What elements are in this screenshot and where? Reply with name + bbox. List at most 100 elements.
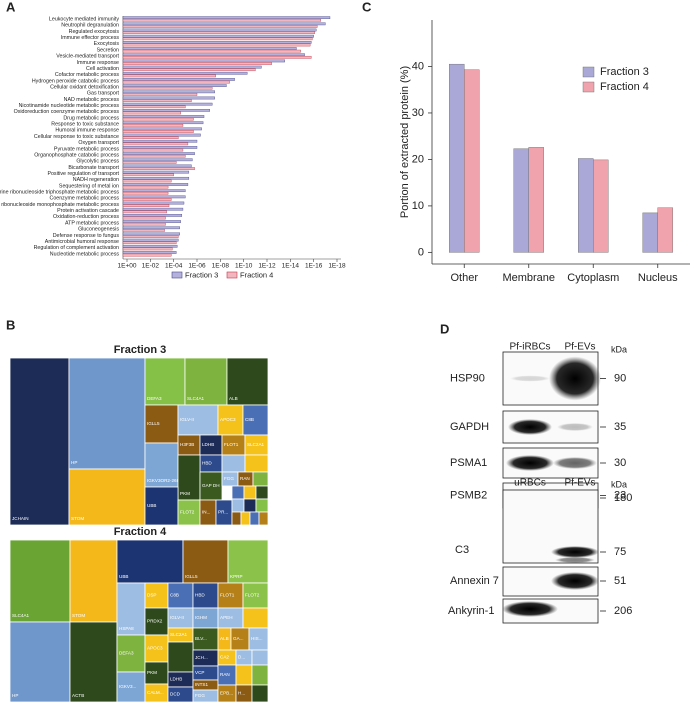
tile-label: GA... <box>233 636 243 641</box>
bar <box>122 229 165 232</box>
panel-label: D <box>440 321 449 336</box>
category-label: Secretion <box>97 47 119 53</box>
marker-label: 23 <box>614 489 626 501</box>
tile-label: FLOT2 <box>180 510 195 515</box>
blot-band <box>549 356 601 401</box>
tile-label: IGKV3... <box>119 684 136 689</box>
treemap-tile <box>231 485 245 500</box>
treemap-tile <box>69 539 118 623</box>
bar <box>122 31 315 34</box>
bar <box>122 201 185 205</box>
bar <box>122 195 186 199</box>
category-label: Hydrogen peroxide catabolic process <box>32 78 120 84</box>
tile-label: HP <box>12 693 18 698</box>
category-label: Pyruvate metabolic process <box>54 146 119 152</box>
tile-label: DSP <box>147 593 156 598</box>
category-label: Exocytosis <box>94 41 120 47</box>
treemap-tile <box>249 511 260 526</box>
panel-label: B <box>6 317 15 332</box>
bar <box>122 253 172 257</box>
category-label: Sequestering of metal ion <box>59 183 119 189</box>
bar <box>122 152 195 155</box>
bar <box>122 179 172 183</box>
bar <box>122 232 180 236</box>
category-label: Positive regulation of transport <box>47 171 119 177</box>
bar <box>122 127 202 131</box>
tile-label: C8B <box>170 593 179 598</box>
category-label: Cell activation <box>86 66 119 72</box>
category-label: Drug metabolic process <box>63 115 119 121</box>
category-label: Coenzyme metabolic process <box>50 196 120 202</box>
bar <box>122 170 190 174</box>
category-label: Bicarbonate transport <box>68 165 119 171</box>
tile-label: IGLL5 <box>185 574 198 579</box>
row-label: GAPDH <box>450 421 489 433</box>
treemap-tile <box>69 621 118 703</box>
bar <box>122 62 272 65</box>
row-label: Ankyrin-1 <box>448 605 494 617</box>
category-label: Defense response to fungus <box>53 233 120 239</box>
bar <box>122 115 205 118</box>
treemap-tile <box>217 582 244 609</box>
bar <box>122 74 216 78</box>
category-label: Oxygen transport <box>78 140 119 146</box>
x-tick-label: 1E-04 <box>165 263 183 270</box>
tile-label: SLC4A1 <box>12 613 30 618</box>
bar <box>122 214 183 217</box>
row-label: PSMA1 <box>450 457 487 469</box>
category-label: Vesicle-mediated transport <box>56 54 119 60</box>
tile-label: PKM <box>180 491 190 496</box>
x-tick-label: Membrane <box>502 272 555 284</box>
tile-label: HBD <box>195 593 205 598</box>
bar <box>122 99 192 102</box>
tile-label: STOM <box>72 613 85 618</box>
tile-label: SLC2A1 <box>170 632 188 637</box>
bar <box>122 207 184 211</box>
bar <box>122 123 184 127</box>
y-tick-label: 20 <box>412 153 424 165</box>
treemap-tile <box>231 498 245 513</box>
category-label: Gas transport <box>87 91 120 97</box>
x-tick-label: Nucleus <box>638 272 678 284</box>
bar <box>122 220 181 223</box>
blot-band <box>551 572 599 590</box>
treemap-title: Fraction 3 <box>114 344 167 356</box>
x-tick-label: 1E-02 <box>142 263 160 270</box>
bar <box>122 59 285 63</box>
treemap-tile <box>251 649 269 666</box>
lane-label: Pf-iRBCs <box>509 342 550 353</box>
bar <box>122 222 166 226</box>
bar <box>122 139 198 143</box>
bar <box>122 121 204 125</box>
tile-label: HBD <box>202 461 212 466</box>
category-label: Gluconeogenesis <box>78 227 119 233</box>
tile-label: C8B <box>245 417 254 422</box>
bar <box>122 216 166 220</box>
bar <box>122 18 321 22</box>
bar <box>122 176 190 180</box>
bar <box>122 142 189 146</box>
tile-label: FGG <box>224 476 234 481</box>
tile-label: UBB <box>119 574 128 579</box>
category-label: Response to toxic substance <box>51 122 119 128</box>
treemap-tile <box>235 664 253 686</box>
tile-label: D... <box>238 655 245 660</box>
treemap-tile <box>177 404 219 436</box>
tile-label: BLV... <box>195 636 207 641</box>
bar <box>122 191 169 195</box>
category-label: Organophosphate catabolic process <box>34 152 119 158</box>
category-label: Purine ribonucleoside monophosphate meta… <box>0 202 119 208</box>
bar <box>122 22 326 26</box>
bar <box>122 111 181 115</box>
bar <box>122 183 189 186</box>
lane-label: Pf-EVs <box>564 342 595 353</box>
bar <box>449 63 465 253</box>
treemap-tile <box>9 357 70 526</box>
tile-label: SLC2A1 <box>247 442 265 447</box>
legend-swatch <box>582 81 595 93</box>
tile-label: ACTB <box>72 693 84 698</box>
category-label: Oxidoreduction coenzyme metabolic proces… <box>14 109 120 115</box>
treemap-tile <box>9 539 71 623</box>
treemap-tile <box>231 511 242 526</box>
